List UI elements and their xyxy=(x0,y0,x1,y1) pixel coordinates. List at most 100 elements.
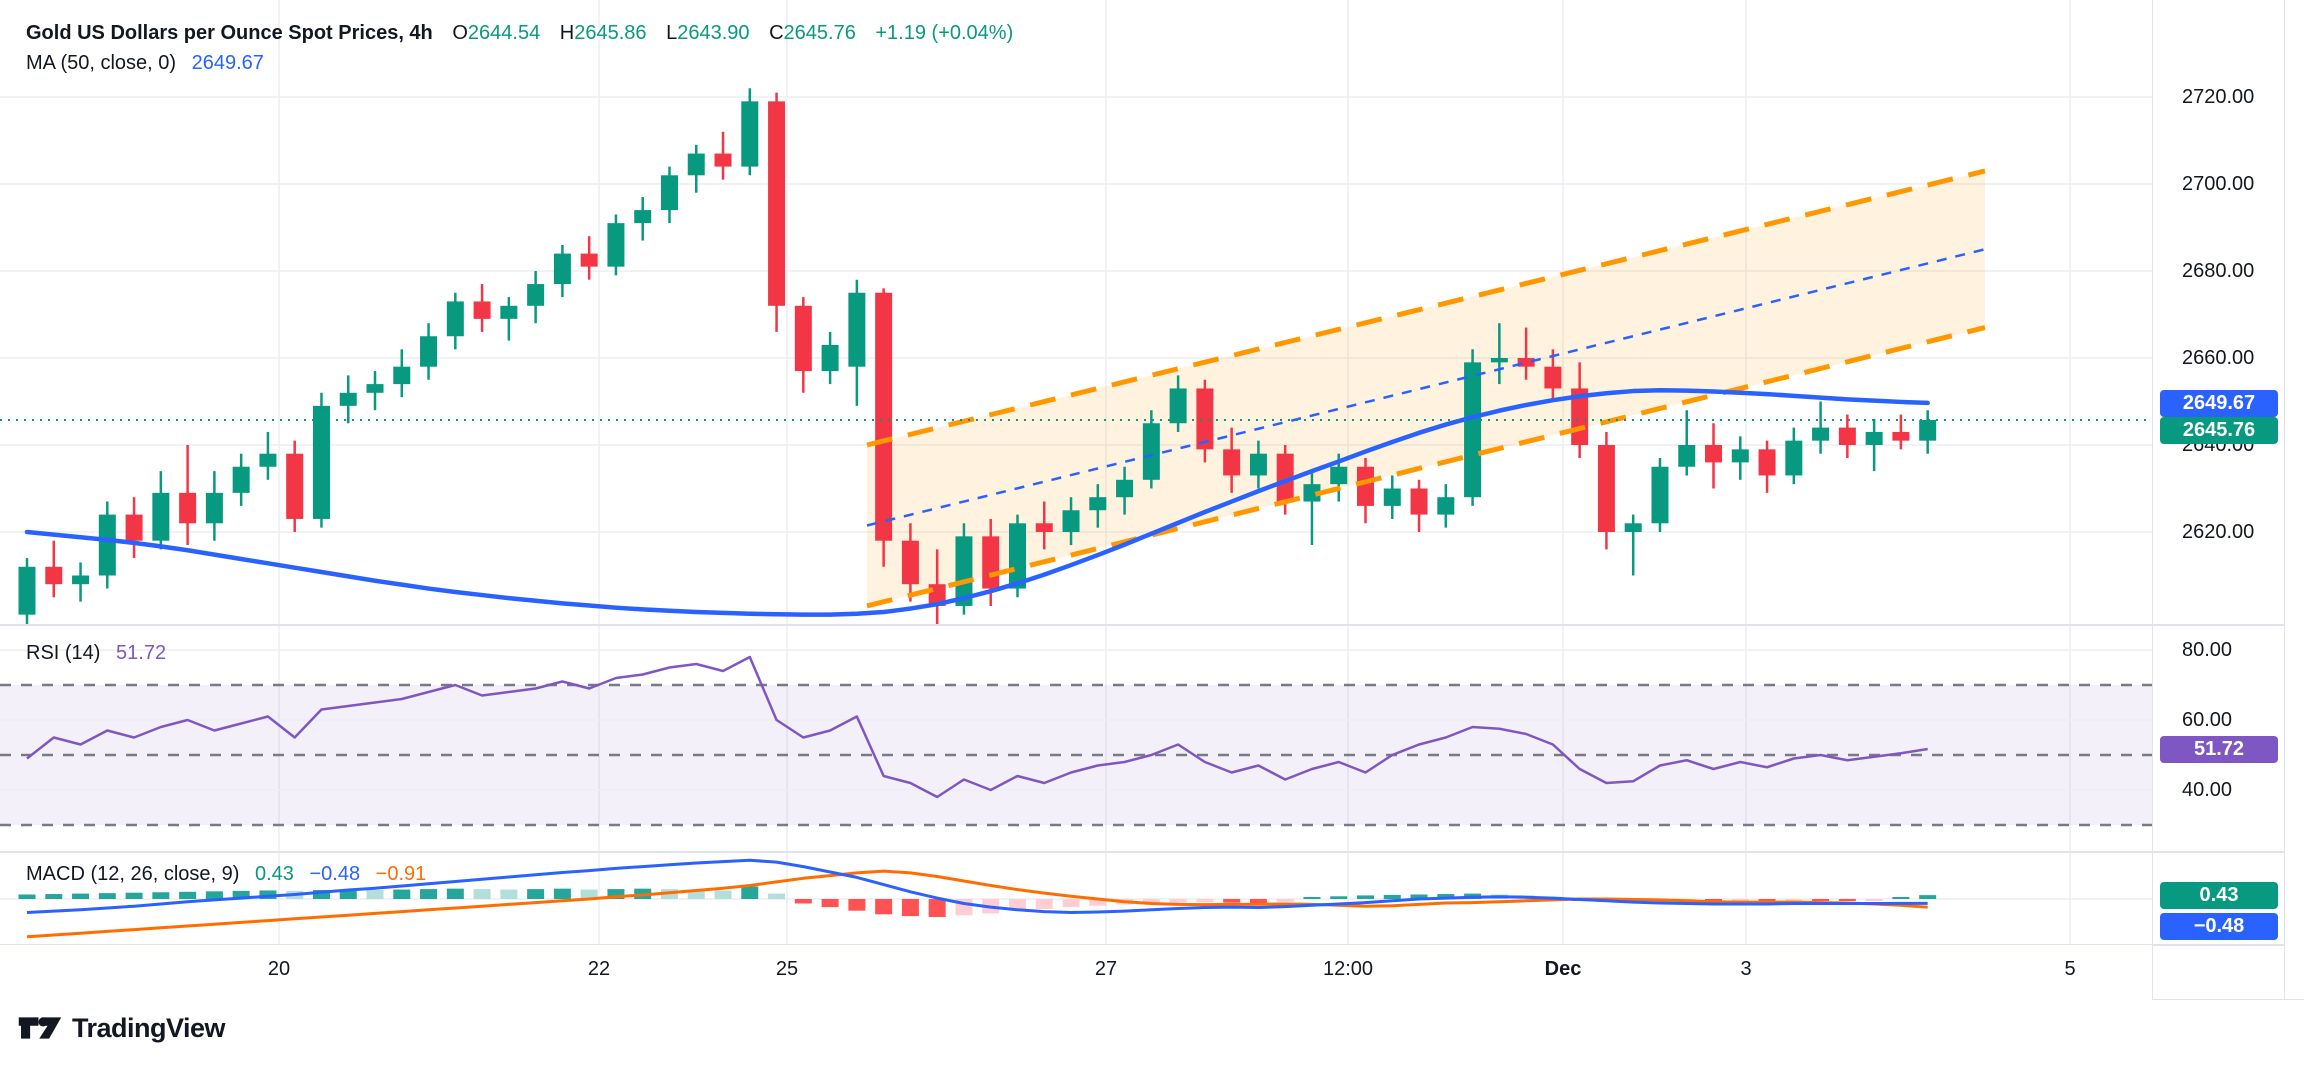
macd-histogram-bar xyxy=(794,899,812,904)
candle-body xyxy=(1865,431,1883,445)
candle-body xyxy=(1169,388,1187,424)
candle-body xyxy=(1062,510,1080,532)
macd-histogram-bar xyxy=(473,889,491,899)
macd-histogram-bar xyxy=(875,899,893,915)
candle-body xyxy=(98,514,116,576)
time-axis-label: 3 xyxy=(1740,958,1752,980)
open-value: 2644.54 xyxy=(467,22,541,44)
candle-body xyxy=(179,492,197,524)
macd-histogram-bar xyxy=(1437,894,1455,899)
symbol-legend[interactable]: Gold US Dollars per Ounce Spot Prices, 4… xyxy=(26,20,1013,46)
panel-separator[interactable] xyxy=(0,851,2284,853)
macd-panel[interactable] xyxy=(0,852,2152,945)
candle-body xyxy=(125,514,143,541)
price-axis-label: 2660.00 xyxy=(2182,347,2255,369)
rsi-panel[interactable] xyxy=(0,625,2152,852)
macd-histogram-bar xyxy=(366,890,384,899)
macd-histogram-bar xyxy=(607,889,625,899)
candle-body xyxy=(1678,445,1696,467)
macd-histogram-bar xyxy=(1410,894,1428,899)
macd-histogram-bar xyxy=(687,889,705,899)
macd-histogram-bar xyxy=(179,891,197,899)
macd-legend[interactable]: MACD (12, 26, close, 9) 0.43 −0.48 −0.91 xyxy=(26,861,426,887)
macd-histogram-bar xyxy=(152,892,170,899)
macd-histogram-bar xyxy=(1276,899,1294,902)
macd-histogram-bar xyxy=(1330,896,1348,899)
macd-histogram-bar xyxy=(1169,899,1187,903)
macd-histogram-bar xyxy=(1838,899,1856,901)
symbol-title: Gold US Dollars per Ounce Spot Prices, 4… xyxy=(26,22,433,44)
macd-histogram-bar xyxy=(821,899,839,908)
macd-line[interactable] xyxy=(26,858,1928,914)
candle-body xyxy=(45,566,63,585)
time-axis-label: Dec xyxy=(1544,958,1582,980)
price-axis-label: 2700.00 xyxy=(2182,173,2255,195)
rsi-label: RSI (14) xyxy=(26,642,101,664)
macd-histogram-bar xyxy=(45,894,63,899)
candle-body xyxy=(1544,366,1562,389)
ma-legend[interactable]: MA (50, close, 0) 2649.67 xyxy=(26,50,264,76)
price-axis[interactable]: 2720.00 2700.00 2680.00 2660.00 2640.00 2620.… xyxy=(2152,0,2284,1000)
candle-body xyxy=(1838,427,1856,445)
macd-histogram-bar xyxy=(1303,897,1321,899)
candle-body xyxy=(1517,358,1535,367)
time-axis-label: 25 xyxy=(775,958,799,980)
macd-histogram-bar xyxy=(1919,895,1937,899)
macd-histogram-bar xyxy=(553,888,571,899)
rsi-value: 51.72 xyxy=(116,642,167,664)
candle-body xyxy=(901,540,919,585)
macd-histogram-bar xyxy=(768,893,786,899)
macd-histogram-bar xyxy=(205,891,223,899)
macd-histogram-bar xyxy=(1249,899,1267,904)
candle-body xyxy=(1758,449,1776,476)
macd-histogram-bar xyxy=(98,893,116,899)
macd-histogram-bar xyxy=(72,893,90,899)
candle-body xyxy=(420,336,438,367)
channel-median-line[interactable] xyxy=(866,248,1986,527)
macd-histogram-bar xyxy=(1383,894,1401,899)
macd-histogram-bar xyxy=(1865,899,1883,901)
time-axis-label: 20 xyxy=(267,958,291,980)
macd-histogram-bar xyxy=(446,888,464,899)
candle-body xyxy=(660,175,678,211)
rsi-value-badge: 51.72 xyxy=(2160,735,2278,763)
macd-line-badge: −0.48 xyxy=(2160,913,2278,941)
macd-histogram-bar xyxy=(848,899,866,911)
candle-body xyxy=(768,101,786,306)
candle-body xyxy=(794,305,812,372)
candle-body xyxy=(634,210,652,224)
candle-body xyxy=(1731,449,1749,463)
candle-body xyxy=(1597,445,1615,532)
candle-body xyxy=(366,384,384,393)
price-axis-label: 2680.00 xyxy=(2182,260,2255,282)
candle-body xyxy=(259,453,277,467)
macd-histogram-bar xyxy=(1062,899,1080,908)
price-panel[interactable] xyxy=(0,0,2152,625)
rsi-legend[interactable]: RSI (14) 51.72 xyxy=(26,640,166,666)
candle-body xyxy=(741,101,759,167)
macd-label: MACD (12, 26, close, 9) xyxy=(26,863,240,885)
panel-separator[interactable] xyxy=(0,624,2284,626)
high-label: H xyxy=(559,22,575,44)
macd-histogram-bar xyxy=(393,889,411,899)
candle-body xyxy=(1705,445,1723,463)
channel-lower-line[interactable] xyxy=(866,325,1986,609)
rsi-line[interactable] xyxy=(26,655,1928,799)
change-value: +1.19 (+0.04%) xyxy=(875,22,1014,44)
macd-histogram-bar xyxy=(1892,897,1910,899)
candle-body xyxy=(473,301,491,319)
macd-histogram-bar xyxy=(1142,899,1160,904)
macd-hist-value: 0.43 xyxy=(254,863,294,885)
candle-body xyxy=(1008,523,1026,589)
macd-histogram-bar xyxy=(339,889,357,899)
candle-body xyxy=(848,292,866,367)
ma50-line[interactable] xyxy=(24,387,1930,617)
macd-histogram-bar xyxy=(259,890,277,899)
macd-histogram-bar xyxy=(580,889,598,899)
candle-body xyxy=(527,284,545,306)
candle-body xyxy=(286,453,304,519)
macd-signal-line[interactable] xyxy=(26,869,1928,939)
tradingview-logo[interactable]: TradingView xyxy=(18,1008,226,1048)
channel-upper-line[interactable] xyxy=(866,168,1986,448)
time-axis[interactable]: 20 22 25 27 12:00 Dec 3 5 xyxy=(0,945,2152,1000)
